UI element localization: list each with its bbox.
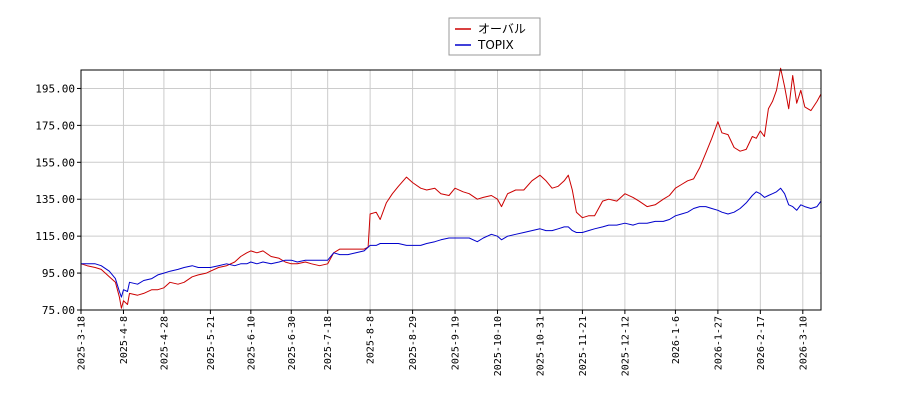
- x-tick-label: 2025-8-29: [408, 316, 419, 370]
- x-tick-label: 2025-8-8: [366, 316, 377, 364]
- y-tick-label: 195.00: [35, 82, 75, 95]
- y-tick-label: 75.00: [42, 304, 75, 317]
- x-tick-label: 2025-7-18: [323, 316, 334, 370]
- series-lines: [80, 67, 822, 309]
- y-tick-label: 155.00: [35, 156, 75, 169]
- series-line-0: [80, 67, 822, 309]
- x-tick-label: 2025-4-28: [159, 316, 170, 370]
- legend-label-1: TOPIX: [477, 38, 514, 52]
- y-axis-ticks: 75.00 95.00 115.00 135.00 155.00 175.00 195.00: [35, 82, 81, 317]
- legend: オーバル TOPIX: [448, 17, 541, 56]
- x-tick-label: 2025-9-19: [451, 316, 462, 370]
- legend-box: [448, 17, 541, 56]
- x-tick-label: 2025-11-21: [578, 316, 589, 376]
- x-tick-label: 2025-6-10: [246, 316, 257, 370]
- series-line-1: [81, 187, 822, 298]
- x-tick-label: 2025-12-12: [620, 316, 631, 376]
- y-tick-label: 135.00: [35, 193, 75, 206]
- y-tick-label: 175.00: [35, 119, 75, 132]
- x-tick-label: 2026-3-10: [798, 316, 809, 370]
- x-tick-label: 2025-3-18: [77, 316, 88, 370]
- legend-label-0: オーバル: [478, 22, 526, 36]
- x-tick-label: 2026-2-17: [756, 316, 767, 370]
- x-tick-label: 2025-10-10: [493, 316, 504, 376]
- x-tick-label: 2026-1-27: [713, 316, 724, 370]
- x-tick-label: 2025-10-31: [535, 316, 546, 376]
- x-tick-label: 2026-1-6: [671, 316, 682, 364]
- x-axis-ticks: 2025-3-18 2025-4-8 2025-4-28 2025-5-21 2025-…: [77, 310, 809, 376]
- x-tick-label: 2025-6-30: [287, 316, 298, 370]
- y-tick-label: 115.00: [35, 230, 75, 243]
- y-tick-label: 95.00: [42, 267, 75, 280]
- grid-lines: [80, 70, 821, 311]
- x-tick-label: 2025-5-21: [206, 316, 217, 370]
- x-tick-label: 2025-4-8: [119, 316, 130, 364]
- plot-frame: [80, 69, 822, 311]
